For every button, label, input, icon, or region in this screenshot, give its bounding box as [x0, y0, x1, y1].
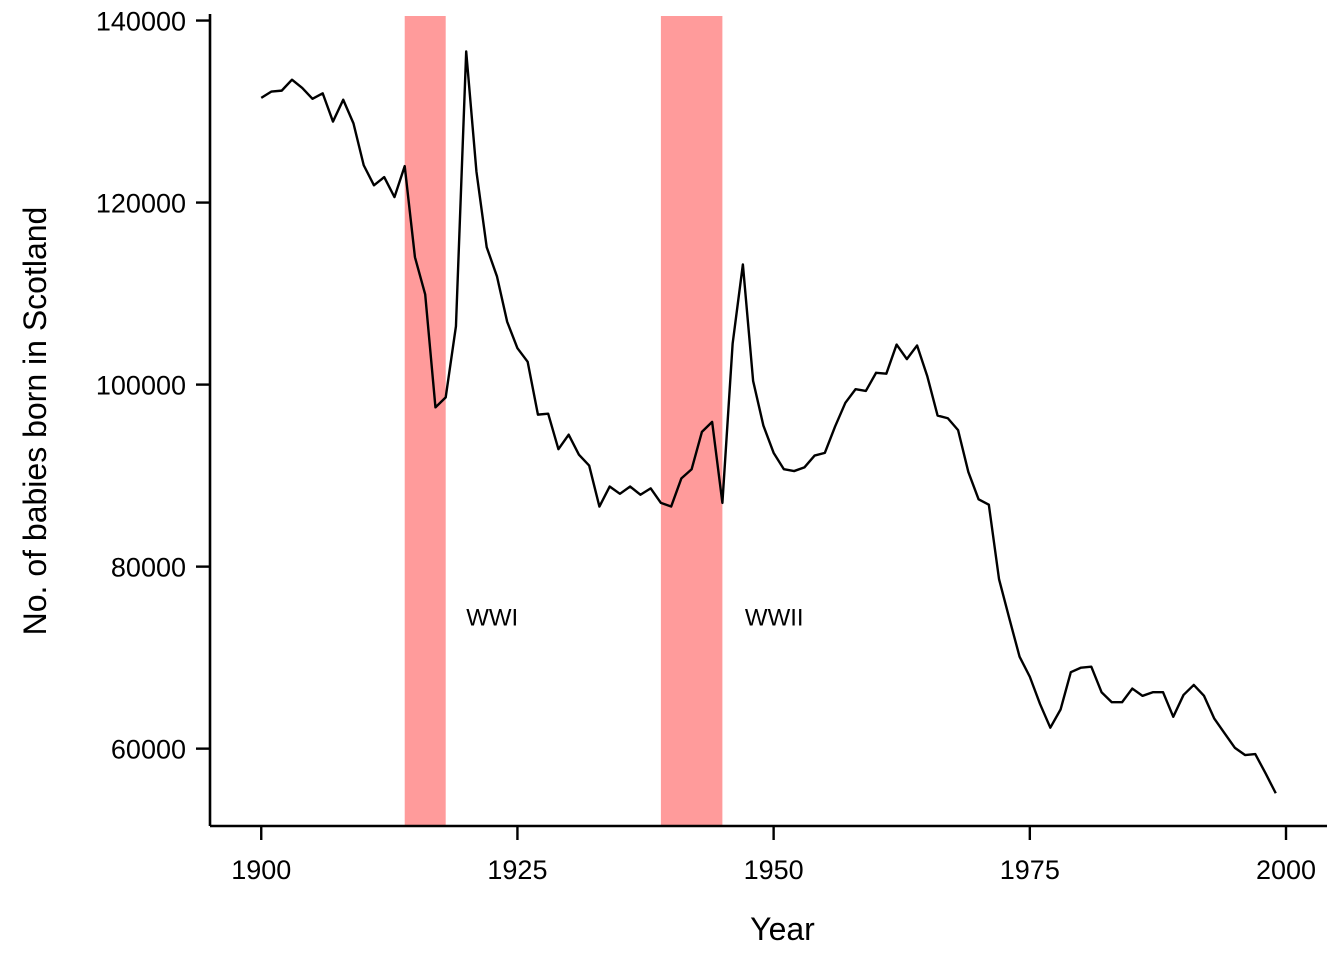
war-bands	[404, 16, 723, 826]
x-tick-label: 1975	[1000, 855, 1060, 885]
series-line-births	[260, 50, 1277, 794]
y-axis-ticks: 60000 80000 100000 120000 140000	[96, 7, 210, 765]
x-axis-ticks: 1900 1925 1950 1975 2000	[231, 826, 1316, 885]
y-tick-label: 120000	[96, 189, 186, 219]
x-tick-label: 1900	[231, 855, 291, 885]
y-axis-title: No. of babies born in Scotland	[17, 207, 53, 636]
y-tick-label: 100000	[96, 371, 186, 401]
band-wwii	[660, 16, 723, 826]
x-tick-label: 1925	[487, 855, 547, 885]
band-label-wwi: WWI	[466, 605, 518, 632]
x-tick-label: 1950	[744, 855, 804, 885]
x-tick-label: 2000	[1256, 855, 1316, 885]
y-tick-label: 80000	[111, 553, 186, 583]
band-wwi	[404, 16, 446, 826]
band-label-wwii: WWII	[745, 605, 804, 632]
y-tick-label: 60000	[111, 735, 186, 765]
x-axis-title: Year	[750, 911, 815, 947]
y-tick-label: 140000	[96, 7, 186, 37]
war-band-labels: WWI WWII	[466, 605, 803, 632]
